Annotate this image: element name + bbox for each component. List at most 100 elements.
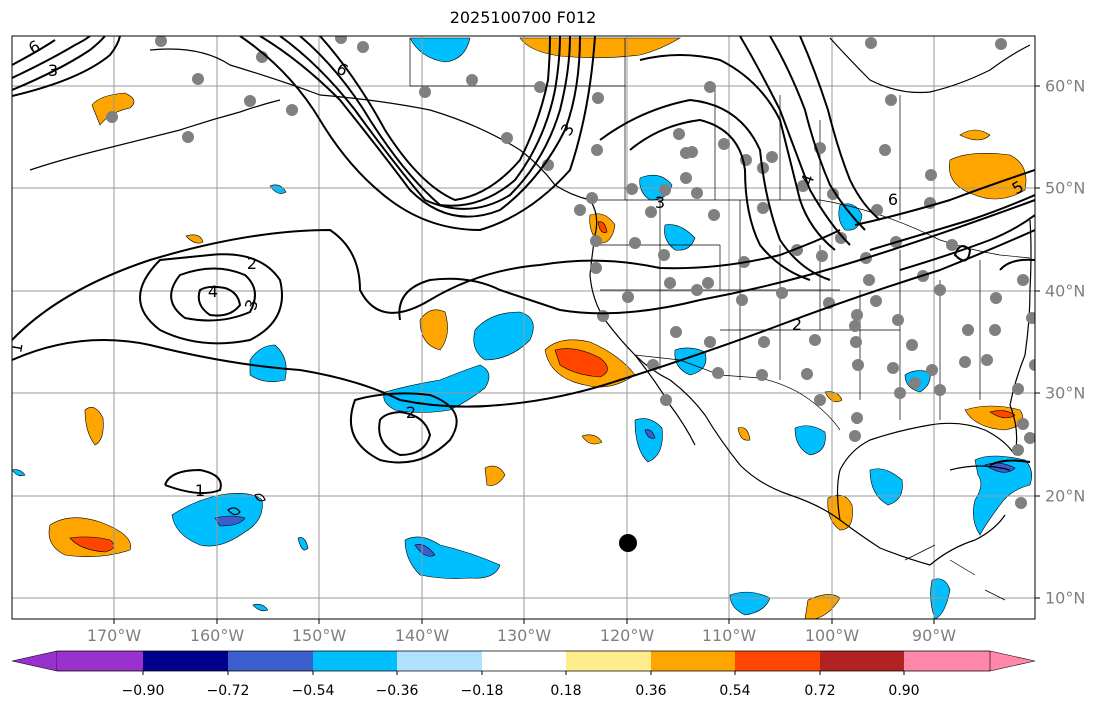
contour-line (799, 36, 881, 221)
colorbar-segment (820, 651, 904, 671)
colorbar-segment (566, 651, 651, 671)
contour-line (299, 36, 561, 207)
colorbar-label: −0.90 (121, 683, 165, 699)
coastlines (29, 37, 1032, 566)
colorbar-label: 0.18 (550, 683, 582, 699)
contour-label: 4 (208, 282, 218, 301)
contour-label: 2 (247, 254, 257, 273)
negative-area (409, 37, 471, 63)
negative-area (930, 578, 951, 619)
height-contours (12, 36, 1035, 495)
contour-line (319, 36, 551, 202)
contour-line (12, 36, 121, 97)
contour-line (989, 459, 1031, 466)
contour-line (378, 410, 432, 457)
lon-label-150w: 150°W (291, 626, 347, 645)
hudson-bay (829, 37, 1031, 94)
positive-area (737, 427, 751, 441)
colorbar-label: 0.72 (804, 683, 836, 699)
lon-label-110w: 110°W (701, 626, 757, 645)
colorbar-label: −0.72 (206, 683, 250, 699)
strong-negative-area (644, 429, 656, 439)
positive-area (581, 434, 603, 445)
lon-label-120w: 120°W (599, 626, 655, 645)
contour-line (769, 36, 866, 231)
negative-area (664, 224, 696, 251)
lon-label-90w: 90°W (911, 626, 957, 645)
negative-area (249, 344, 287, 382)
strong-negative-area (214, 515, 246, 527)
contour-label: 1 (6, 341, 26, 354)
contour-label: 2 (792, 315, 802, 334)
negative-area (297, 537, 309, 551)
cuba (949, 465, 1011, 471)
negative-area (252, 603, 269, 612)
colorbar-label: 0.54 (719, 683, 751, 699)
negative-area (12, 469, 26, 477)
lat-label-10n: 10°N (1045, 588, 1086, 608)
colorbar-segment (904, 651, 990, 671)
contour-line (350, 392, 458, 464)
canada-provinces (624, 86, 901, 220)
contour-line (12, 229, 1035, 408)
lon-label-140w: 140°W (394, 626, 450, 645)
west-coast (589, 199, 931, 566)
baja (634, 354, 696, 446)
yucatan (929, 514, 1006, 566)
strong-positive-area (989, 410, 1016, 419)
alaska-border (409, 38, 626, 87)
lat-label-30n: 30°N (1045, 383, 1086, 403)
negative-area (838, 203, 863, 231)
storm-center-marker (619, 534, 637, 552)
contour-label: 6 (888, 190, 898, 209)
positive-area (419, 309, 448, 351)
colorbar-segment (143, 651, 228, 671)
negative-area (634, 418, 663, 463)
aleutians (29, 99, 281, 171)
lat-label-40n: 40°N (1045, 281, 1086, 301)
strong-positive-area (597, 221, 608, 233)
contour-line (639, 54, 836, 251)
colorbar-segment (735, 651, 820, 671)
negative-area (473, 311, 534, 361)
contour-label: 3 (48, 61, 58, 80)
station-dots (106, 36, 1035, 509)
contour-label: 1 (195, 481, 205, 500)
lat-label-60n: 60°N (1045, 76, 1086, 96)
contour-line (629, 118, 811, 281)
negative-area (404, 536, 501, 579)
contour-line (170, 267, 256, 322)
lat-ticks (1035, 85, 1040, 599)
contour-label: 2 (406, 403, 416, 422)
colorbar-segment (57, 651, 143, 671)
contour-label: 3 (655, 193, 665, 212)
positive-area (959, 129, 991, 141)
colorbar-label: 0.90 (888, 683, 920, 699)
lon-label-100w: 100°W (804, 626, 860, 645)
east-coast (1009, 219, 1032, 456)
contour-line (139, 253, 283, 345)
map-title: 2025100700 F012 (449, 8, 597, 27)
colorbar (11, 650, 1036, 675)
colorbar-label: −0.54 (291, 683, 335, 699)
lon-label-170w: 170°W (86, 626, 142, 645)
contour-line (279, 36, 571, 210)
central-america (904, 544, 1006, 601)
contour-line (12, 39, 56, 66)
contour-line (999, 258, 1035, 271)
gridlines (12, 36, 1035, 619)
colorbar-label: −0.18 (460, 683, 504, 699)
colorbar-segment (228, 651, 313, 671)
positive-area (484, 465, 506, 486)
negative-area (383, 364, 490, 413)
contour-line (164, 468, 222, 495)
map-layers: 6 3 2 4 3 2 1 3 6 4 6 5 3 2 1 (6, 36, 1035, 619)
positive-area (84, 407, 104, 446)
boundaries (409, 38, 1031, 601)
lon-label-160w: 160°W (189, 626, 245, 645)
colorbar-segment (11, 650, 58, 672)
lon-ticks (113, 619, 935, 624)
colorbar-segment (397, 651, 482, 671)
colorbar-label: −0.36 (375, 683, 419, 699)
